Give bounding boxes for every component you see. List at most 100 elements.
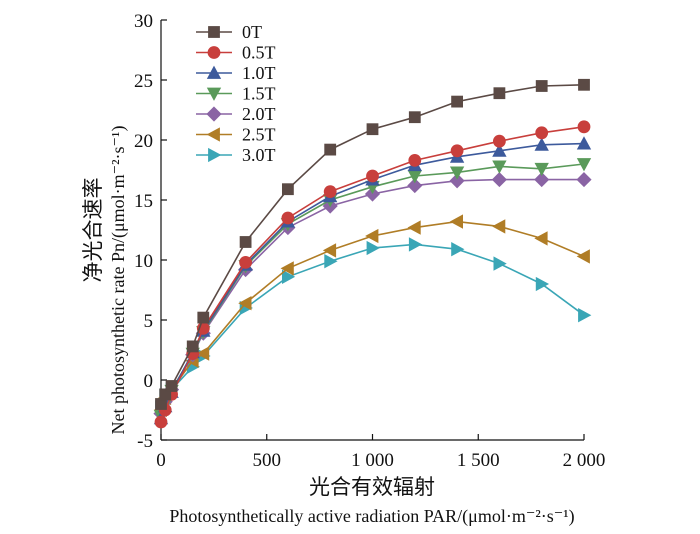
data-point-0.5T bbox=[450, 144, 464, 158]
data-point-2.5T bbox=[195, 346, 210, 361]
y-tick-label: 5 bbox=[144, 311, 154, 332]
legend-item-3.0T: 3.0T bbox=[196, 145, 276, 165]
x-tick-label: 2 000 bbox=[563, 450, 606, 471]
data-point-1.0T bbox=[576, 136, 592, 150]
data-point-2.5T bbox=[407, 220, 421, 235]
data-point-3.0T bbox=[451, 242, 465, 257]
data-point-2.0T bbox=[534, 172, 550, 188]
data-point-2.5T bbox=[322, 243, 337, 258]
axes bbox=[160, 20, 584, 441]
legend-item-1.5T: 1.5T bbox=[196, 84, 276, 104]
data-point-0T bbox=[281, 183, 294, 196]
y-tick-label: 15 bbox=[134, 191, 153, 212]
data-point-3.0T bbox=[408, 237, 423, 252]
data-point-2.5T bbox=[365, 228, 379, 244]
data-point-2.0T bbox=[407, 178, 423, 194]
series-3.0T bbox=[155, 237, 592, 415]
data-point-3.0T bbox=[535, 276, 550, 292]
x-tick-label: 1 500 bbox=[457, 450, 500, 471]
legend: 0T0.5T1.0T1.5T2.0T2.5T3.0T bbox=[196, 22, 276, 165]
data-point-0.5T bbox=[492, 134, 506, 148]
data-point-0T bbox=[186, 340, 199, 353]
data-point-3.0T bbox=[366, 240, 380, 256]
data-point-0.5T bbox=[408, 153, 422, 167]
data-point-0.5T bbox=[577, 120, 591, 134]
x-axis-title-cn: 光合有效辐射 bbox=[309, 475, 435, 499]
data-point-1.5T bbox=[449, 166, 465, 180]
data-point-0T bbox=[165, 380, 178, 392]
legend-marker bbox=[206, 106, 222, 122]
data-point-0T bbox=[159, 388, 172, 401]
legend-label: 2.0T bbox=[242, 104, 276, 124]
data-point-0T bbox=[408, 111, 421, 124]
series-layer bbox=[153, 78, 592, 429]
data-point-2.5T bbox=[280, 261, 294, 276]
data-point-2.0T bbox=[449, 173, 465, 189]
series-0.5T bbox=[154, 120, 591, 429]
legend-marker bbox=[206, 127, 220, 142]
y-tick-label: -5 bbox=[137, 431, 153, 452]
data-point-0T bbox=[493, 87, 506, 100]
legend-marker bbox=[208, 147, 222, 163]
y-axis-title-en: Net photosynthetic rate Pn/(μmol·m⁻²·s⁻¹… bbox=[108, 126, 129, 435]
data-point-2.5T bbox=[576, 249, 590, 264]
legend-label: 0.5T bbox=[242, 43, 276, 63]
y-tick-label: 0 bbox=[144, 371, 154, 392]
legend-marker bbox=[206, 87, 222, 101]
y-tick-label: 10 bbox=[134, 251, 153, 272]
data-point-2.5T bbox=[534, 231, 548, 246]
data-point-2.5T bbox=[238, 296, 252, 311]
legend-label: 3.0T bbox=[242, 145, 276, 165]
data-point-0T bbox=[451, 95, 464, 108]
data-point-1.5T bbox=[492, 160, 507, 174]
data-point-1.5T bbox=[534, 162, 549, 177]
data-point-3.0T bbox=[281, 269, 296, 284]
legend-marker bbox=[206, 65, 222, 79]
data-point-0.5T bbox=[154, 415, 168, 429]
legend-label: 1.5T bbox=[242, 84, 276, 104]
series-2.0T bbox=[153, 172, 592, 422]
legend-item-2.5T: 2.5T bbox=[196, 125, 276, 145]
x-tick-label: 500 bbox=[253, 450, 282, 471]
data-point-0.5T bbox=[281, 211, 295, 225]
x-axis-title-en: Photosynthetically active radiation PAR/… bbox=[169, 506, 574, 527]
y-tick-label: 25 bbox=[134, 71, 153, 92]
legend-item-0.5T: 0.5T bbox=[196, 43, 276, 63]
data-point-0T bbox=[366, 123, 379, 136]
data-point-1.0T bbox=[534, 137, 549, 151]
data-point-0.5T bbox=[323, 185, 337, 199]
x-tick-label: 0 bbox=[156, 450, 166, 471]
data-point-2.5T bbox=[492, 219, 506, 234]
data-point-1.0T bbox=[492, 143, 507, 157]
legend-label: 2.5T bbox=[242, 125, 276, 145]
data-point-0T bbox=[239, 236, 252, 248]
data-point-3.0T bbox=[324, 254, 338, 269]
data-point-0T bbox=[324, 143, 337, 156]
data-point-3.0T bbox=[578, 308, 592, 323]
legend-label: 1.0T bbox=[242, 63, 276, 83]
series-line-0T bbox=[160, 84, 585, 405]
data-point-3.0T bbox=[493, 256, 507, 271]
legend-marker bbox=[208, 26, 220, 38]
x-tick-label: 1 000 bbox=[351, 450, 394, 471]
data-point-0T bbox=[578, 78, 590, 91]
data-point-2.0T bbox=[491, 172, 507, 188]
data-point-0.5T bbox=[239, 255, 253, 269]
y-axis-title-cn: 净光合速率 bbox=[81, 178, 105, 283]
y-tick-label: 30 bbox=[134, 11, 153, 32]
data-point-1.5T bbox=[576, 158, 592, 172]
series-0T bbox=[155, 78, 590, 410]
legend-label: 0T bbox=[242, 22, 262, 42]
y-ticks: -5 0 5 10 15 20 25 30 bbox=[134, 11, 167, 452]
data-point-0T bbox=[535, 80, 548, 92]
x-ticks: 0 500 1 000 1 500 2 000 bbox=[156, 434, 605, 471]
legend-marker bbox=[207, 46, 221, 59]
series-line-3.0T bbox=[160, 243, 585, 408]
legend-item-1.0T: 1.0T bbox=[196, 63, 276, 83]
series-line-1.5T bbox=[160, 163, 585, 417]
data-point-2.5T bbox=[449, 214, 464, 229]
legend-item-0T: 0T bbox=[196, 22, 262, 42]
data-point-2.0T bbox=[576, 172, 592, 188]
data-point-0.5T bbox=[366, 169, 379, 183]
